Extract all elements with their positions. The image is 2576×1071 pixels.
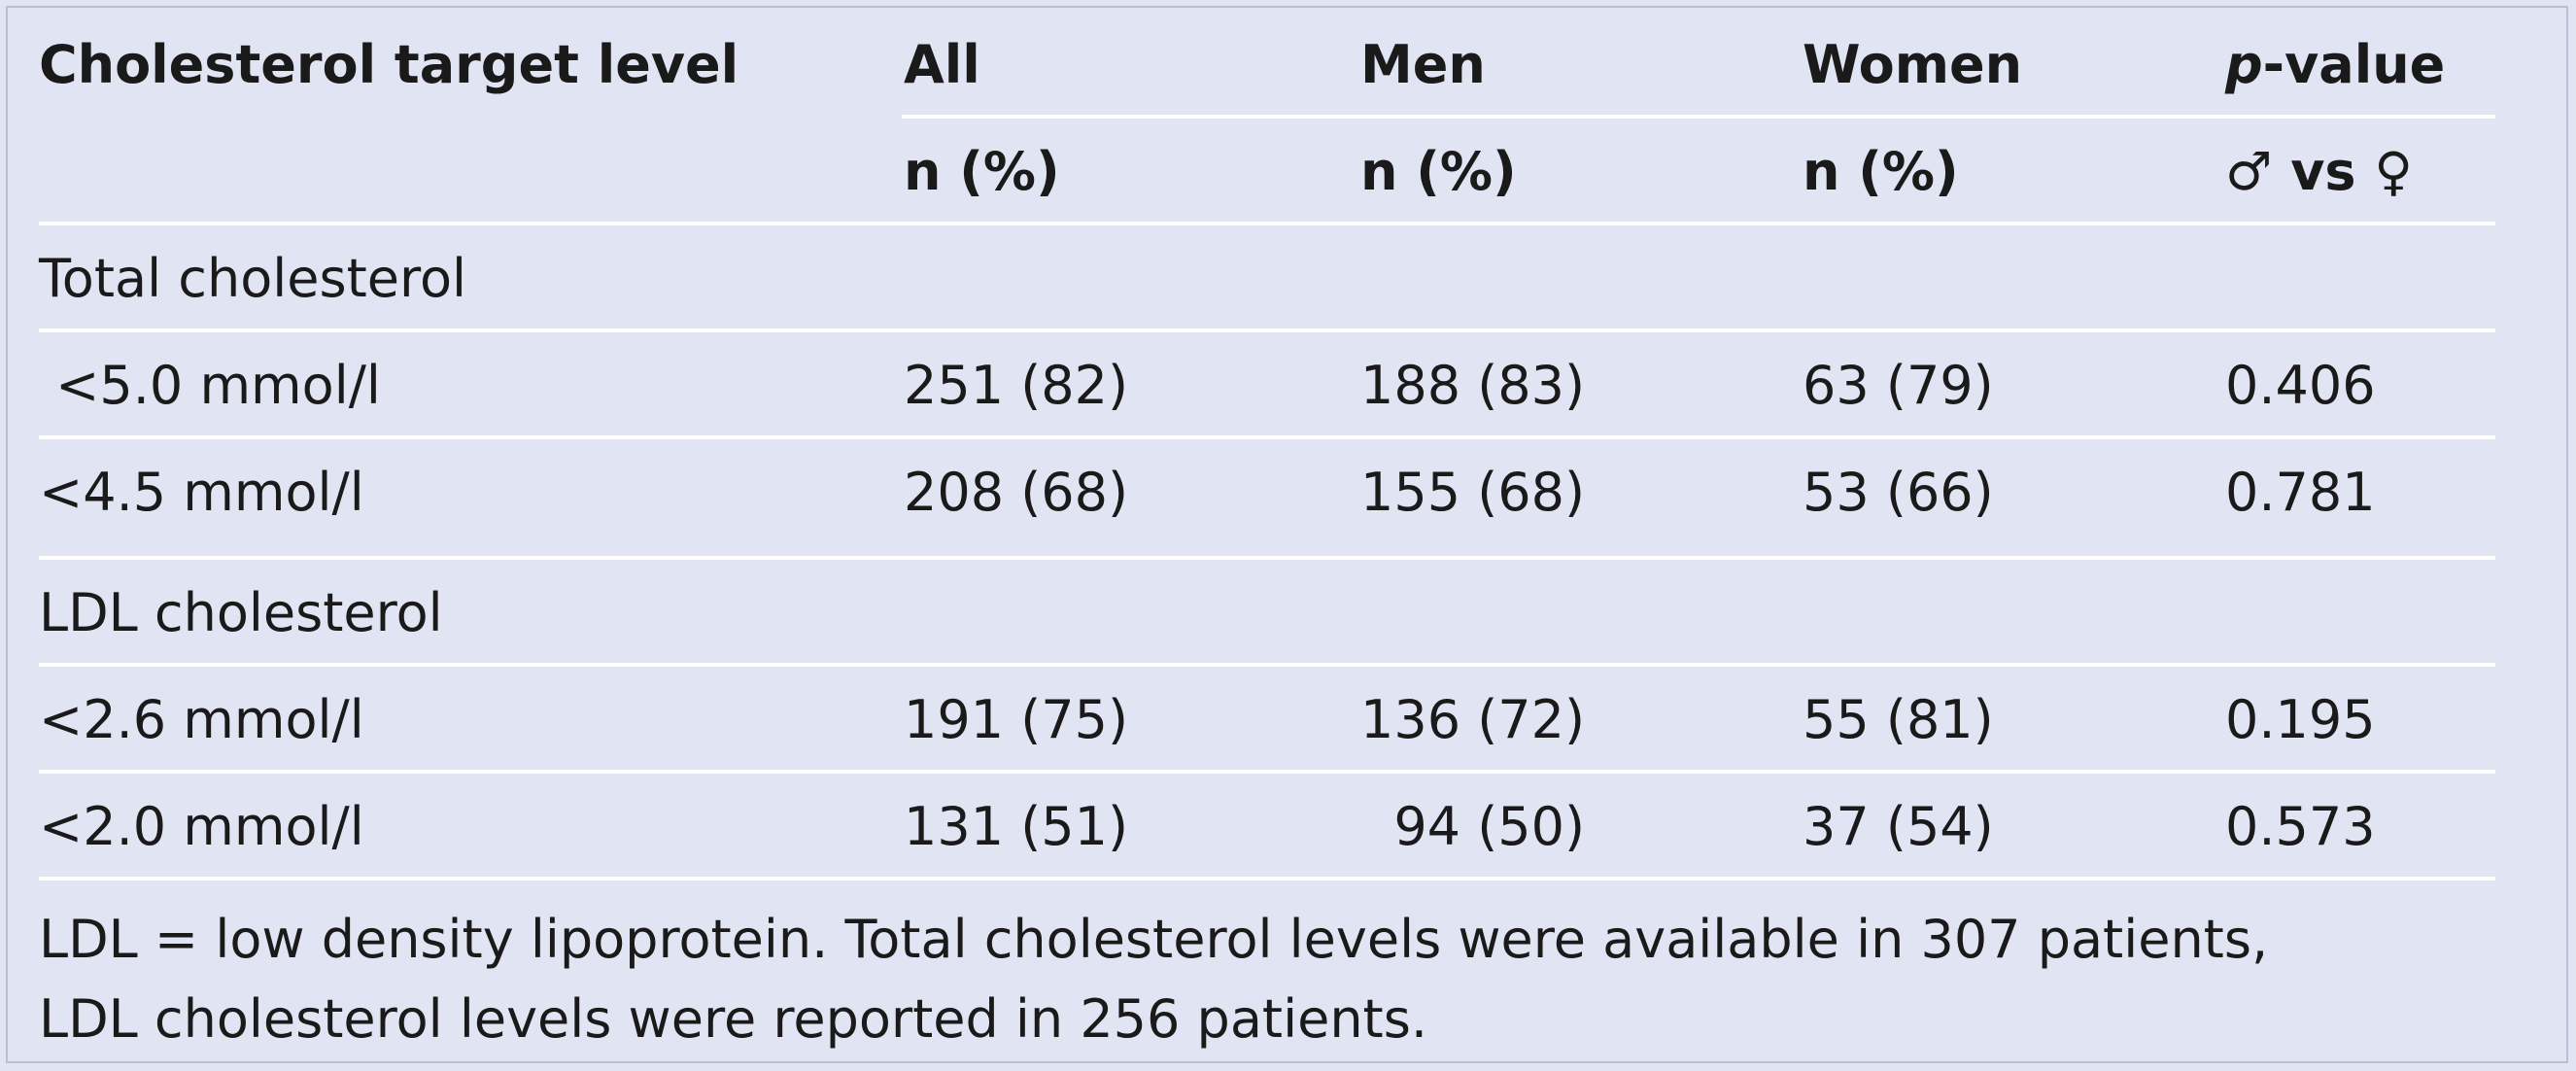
header-row: Cholesterol target level All Men Women p… [0,12,2576,119]
row-p-value: 0.781 [2225,462,2376,523]
subheader-vs: vs [2272,141,2375,202]
row-men: 155 (68) [1360,462,1586,523]
subheader-rule [39,222,2495,225]
table-row: LDL cholesterol [0,560,2576,667]
subheader-women: n (%) [1803,141,1959,202]
row-p-value: 0.573 [2225,796,2376,857]
table-row: Total cholesterol [0,225,2576,332]
row-all: 251 (82) [904,355,1129,416]
row-all: 131 (51) [904,796,1129,857]
row-rule [39,877,2495,881]
row-label: LDL cholesterol [39,582,443,643]
row-rule [39,328,2495,332]
table-row: <5.0 mmol/l 251 (82) 188 (83) 63 (79) 0.… [0,332,2576,439]
row-p-value: 0.195 [2225,689,2376,750]
row-all: 191 (75) [904,689,1129,750]
header-women: Women [1803,34,2023,95]
row-label: <2.0 mmol/l [39,796,364,857]
table-row: <2.6 mmol/l 191 (75) 136 (72) 55 (81) 0.… [0,667,2576,774]
row-men: 94 (50) [1360,796,1586,857]
subheader-p-compare: ♂ vs ♀ [2225,119,2413,225]
header-rule [902,115,2495,119]
row-women: 55 (81) [1803,689,1994,750]
row-men: 188 (83) [1360,355,1586,416]
row-women: 53 (66) [1803,462,1994,523]
male-symbol-icon: ♂ [2225,141,2273,202]
row-p-value: 0.406 [2225,355,2376,416]
row-label: <4.5 mmol/l [39,462,364,523]
footnote-line-2: LDL cholesterol levels were reported in … [39,988,1428,1050]
row-rule [39,663,2495,667]
row-label: Total cholesterol [39,248,467,309]
row-rule [39,556,2495,560]
row-label: <2.6 mmol/l [39,689,364,750]
row-women: 63 (79) [1803,355,1994,416]
subheader-men: n (%) [1360,141,1517,202]
row-all: 208 (68) [904,462,1129,523]
subheader-all: n (%) [904,141,1060,202]
header-p-italic: p [2225,34,2263,95]
header-p-value: p-value [2225,12,2445,119]
row-rule [39,435,2495,439]
row-label: <5.0 mmol/l [39,355,381,416]
header-p-rest: -value [2262,34,2446,95]
row-rule [39,770,2495,774]
header-men: Men [1360,34,1486,95]
row-men: 136 (72) [1360,689,1586,750]
table-row: <4.5 mmol/l 208 (68) 155 (68) 53 (66) 0.… [0,439,2576,546]
header-target-level: Cholesterol target level [39,34,739,95]
table-row: <2.0 mmol/l 131 (51) 94 (50) 37 (54) 0.5… [0,774,2576,881]
row-women: 37 (54) [1803,796,1994,857]
table-frame [6,6,2568,1063]
footnote-line-1: LDL = low density lipoprotein. Total cho… [39,909,2269,970]
subheader-row: n (%) n (%) n (%) ♂ vs ♀ [0,119,2576,225]
female-symbol-icon: ♀ [2374,141,2413,202]
header-all: All [904,34,980,95]
